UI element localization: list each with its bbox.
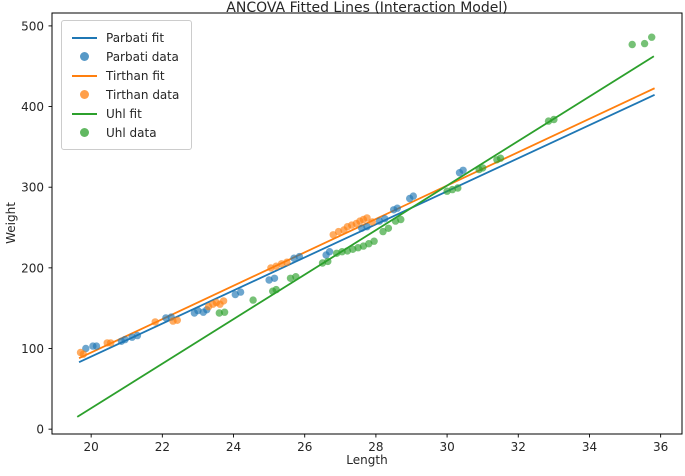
data-point: [368, 218, 376, 226]
x-tick-label: 26: [297, 440, 312, 454]
uhl-fit-line: [76, 55, 655, 418]
legend-label: Uhl fit: [106, 106, 142, 121]
legend-marker: [72, 74, 97, 77]
data-point: [648, 33, 656, 41]
data-point: [324, 257, 332, 266]
parbati-data-points: [82, 166, 467, 353]
data-point: [329, 231, 337, 239]
data-point: [295, 252, 304, 261]
data-point: [454, 184, 462, 192]
data-point: [133, 331, 142, 340]
x-tick-label: 28: [368, 440, 383, 454]
data-point: [283, 258, 291, 266]
data-point: [381, 215, 389, 223]
data-point: [409, 192, 417, 200]
legend-dot-swatch-icon: [72, 128, 97, 137]
legend-marker: [72, 112, 97, 115]
data-point: [397, 215, 405, 224]
legend-label: Tirthan fit: [106, 68, 165, 83]
x-tick-label: 30: [439, 440, 454, 454]
legend-dot-swatch-icon: [72, 52, 97, 61]
data-point: [550, 115, 558, 124]
legend-label: Uhl data: [106, 125, 157, 140]
y-tick-label: 100: [21, 342, 44, 356]
legend-label: Parbati data: [106, 49, 179, 64]
data-point: [479, 164, 487, 172]
data-point: [370, 237, 378, 245]
legend-line-swatch-icon: [72, 112, 97, 115]
legend: Parbati fit Parbati data Tirthan fit Tirtha…: [61, 20, 193, 150]
y-tick-label: 300: [21, 181, 44, 195]
plot-border: [51, 12, 683, 435]
data-point: [325, 248, 334, 256]
uhl-data-points: [215, 33, 656, 317]
data-point: [249, 296, 257, 304]
data-point: [393, 204, 401, 212]
data-point: [79, 350, 88, 358]
legend-line-swatch-icon: [72, 36, 97, 39]
x-tick-label: 36: [653, 440, 668, 454]
legend-dot-swatch-icon: [72, 90, 97, 99]
x-tick-label: 24: [226, 440, 241, 454]
y-tick-label: 200: [21, 261, 44, 275]
legend-entry: Parbati fit: [72, 28, 179, 47]
data-point: [121, 335, 129, 344]
data-point: [384, 224, 393, 232]
data-point: [496, 154, 505, 162]
legend-marker: [80, 128, 89, 137]
y-axis-label: Weight: [4, 202, 18, 244]
data-point: [640, 39, 649, 48]
legend-marker: [72, 36, 97, 39]
data-point: [151, 318, 159, 326]
x-tick-label: 34: [582, 440, 597, 454]
legend-marker: [80, 90, 89, 99]
y-tick-label: 0: [36, 423, 44, 437]
legend-marker: [80, 52, 89, 61]
legend-line-swatch-icon: [72, 74, 97, 77]
data-point: [292, 273, 300, 281]
x-tick-label: 22: [155, 440, 170, 454]
data-point: [363, 223, 371, 231]
x-tick-label: 32: [511, 440, 526, 454]
data-point: [272, 285, 280, 294]
y-tick-label: 500: [21, 19, 44, 33]
legend-entry: Parbati data: [72, 47, 179, 66]
legend-entry: Tirthan fit: [72, 66, 179, 85]
legend-label: Tirthan data: [106, 87, 180, 102]
x-axis-label: Length: [346, 453, 388, 467]
x-tick-label: 20: [84, 440, 99, 454]
tirthan-data-points: [76, 214, 376, 358]
data-point: [236, 288, 245, 296]
data-point: [219, 297, 228, 305]
legend-entry: Tirthan data: [72, 85, 179, 104]
legend-entry: Uhl fit: [72, 104, 179, 123]
data-point: [379, 227, 387, 236]
y-tick-label: 400: [21, 100, 44, 114]
data-point: [459, 166, 467, 174]
legend-entry: Uhl data: [72, 123, 179, 142]
data-point: [270, 274, 279, 282]
data-point: [82, 344, 90, 353]
data-point: [628, 40, 636, 49]
chart-title: ANCOVA Fitted Lines (Interaction Model): [226, 0, 508, 16]
data-point: [220, 308, 229, 316]
data-point: [173, 316, 181, 324]
legend-label: Parbati fit: [106, 30, 165, 45]
data-point: [363, 214, 371, 222]
data-point: [107, 339, 115, 347]
data-point: [92, 342, 101, 350]
